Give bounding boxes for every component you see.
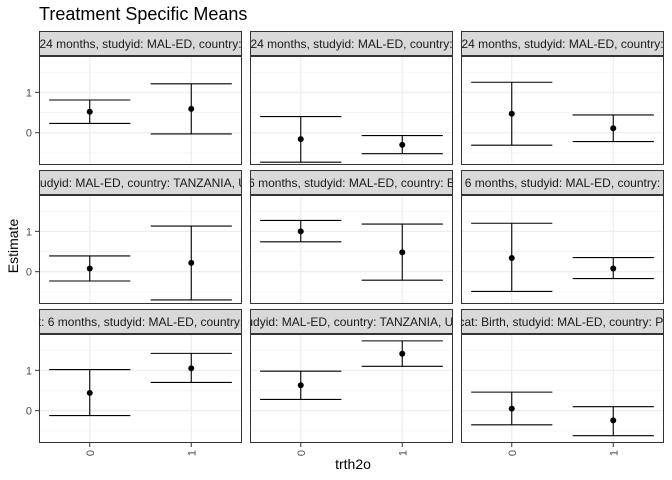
estimate-point: [508, 405, 515, 412]
error-bar: [361, 223, 443, 281]
chart-title: Treatment Specific Means: [39, 4, 247, 24]
x-tick-label: 0: [507, 450, 519, 456]
facet-strip: [39, 309, 242, 334]
y-axis-title: Estimate: [5, 219, 21, 274]
panel-border: [461, 56, 664, 165]
error-bar: [260, 370, 342, 400]
panel-border: [461, 334, 664, 443]
error-bar: [361, 134, 443, 155]
y-tick-label: 1: [26, 87, 32, 99]
facet-panel-6: 6 months, studyid: MAL-ED, country:: [461, 170, 664, 304]
error-bar: [260, 219, 342, 243]
panel-background: [39, 56, 242, 165]
error-bar: [150, 225, 232, 301]
facet-panel-5: 6 months, studyid: MAL-ED, country: E: [248, 170, 455, 304]
x-tick-label: 0: [85, 450, 97, 456]
panel-border: [39, 334, 242, 443]
facet-strip: [39, 170, 242, 195]
facet-strip-label: studyid: MAL-ED, country: TANZANIA, UI: [31, 176, 251, 190]
x-tick-label: 1: [186, 450, 198, 456]
error-bar: [361, 340, 443, 367]
panel-border: [461, 195, 664, 304]
facet-grid: 24 months, studyid: MAL-ED, country:0124…: [26, 31, 666, 456]
error-bar: [471, 81, 553, 146]
x-axis-title: trth2o: [335, 456, 371, 472]
facet-panel-1: 24 months, studyid: MAL-ED, country: 0 1: [26, 31, 242, 165]
facet-panel-9: cat: Birth, studyid: MAL-ED, country: PI…: [458, 309, 666, 456]
estimate-point: [610, 125, 617, 132]
estimate-point: [86, 108, 93, 115]
facet-strip-label: t: 6 months, studyid: MAL-ED, country:: [38, 315, 243, 329]
panel-border: [250, 334, 453, 443]
error-bar: [471, 222, 553, 293]
facet-strip-label: 24 months, studyid: MAL-ED, country:: [39, 37, 241, 51]
facet-panel-8: udyid: MAL-ED, country: TANZANIA, UI 0 1: [246, 309, 456, 456]
facet-strip-label: 6 months, studyid: MAL-ED, country: E: [248, 176, 455, 190]
facet-strip-label: udyid: MAL-ED, country: TANZANIA, UI: [246, 315, 456, 329]
facet-panel-3: 24 months, studyid: MAL-ED, country:: [461, 31, 664, 165]
error-bar: [260, 116, 342, 163]
estimate-point: [399, 249, 406, 256]
panel-border: [39, 195, 242, 304]
x-tick-label: 1: [397, 450, 409, 456]
estimate-point: [399, 350, 406, 357]
panel-background: [250, 195, 453, 304]
facet-strip: [250, 31, 453, 56]
facet-panel-4: studyid: MAL-ED, country: TANZANIA, UI 0 1: [26, 170, 251, 304]
facet-strip: [250, 170, 453, 195]
panel-background: [250, 56, 453, 165]
error-bar: [572, 406, 654, 437]
y-tick-label: 0: [26, 267, 32, 279]
facet-strip: [39, 31, 242, 56]
estimate-point: [399, 141, 406, 148]
estimate-point: [610, 265, 617, 272]
y-tick-label: 1: [26, 226, 32, 238]
facet-strip: [461, 309, 664, 334]
panel-background: [39, 334, 242, 443]
estimate-point: [188, 365, 195, 372]
estimate-point: [188, 105, 195, 112]
facet-panel-7: t: 6 months, studyid: MAL-ED, country: 0 1…: [26, 309, 243, 456]
panel-background: [461, 56, 664, 165]
error-bar: [150, 83, 232, 135]
panel-background: [461, 195, 664, 304]
panel-border: [250, 56, 453, 165]
error-bar: [49, 368, 131, 417]
estimate-point: [508, 110, 515, 117]
y-tick-label: 1: [26, 365, 32, 377]
estimate-point: [86, 265, 93, 272]
y-tick-label: 0: [26, 406, 32, 418]
error-bar: [572, 257, 654, 280]
panel-border: [39, 56, 242, 165]
error-bar: [49, 99, 131, 124]
facet-strip: [461, 31, 664, 56]
facet-strip-label: 24 months, studyid: MAL-ED, country:: [250, 37, 452, 51]
error-bar: [572, 114, 654, 143]
estimate-point: [508, 254, 515, 261]
panel-border: [250, 195, 453, 304]
estimate-point: [86, 389, 93, 396]
panel-background: [39, 195, 242, 304]
facet-strip-label: 24 months, studyid: MAL-ED, country:: [461, 37, 663, 51]
facet-strip-label: 6 months, studyid: MAL-ED, country:: [465, 176, 660, 190]
x-tick-label: 1: [608, 450, 620, 456]
estimate-point: [297, 136, 304, 143]
error-bar: [150, 352, 232, 383]
facet-panel-2: 24 months, studyid: MAL-ED, country:: [250, 31, 453, 165]
estimate-point: [610, 417, 617, 424]
error-bar: [471, 391, 553, 426]
estimate-point: [297, 228, 304, 235]
estimate-point: [188, 259, 195, 266]
error-bar: [49, 255, 131, 282]
y-tick-label: 0: [26, 128, 32, 140]
x-tick-label: 0: [296, 450, 308, 456]
estimate-point: [297, 382, 304, 389]
facet-strip-label: cat: Birth, studyid: MAL-ED, country: PI: [458, 315, 666, 329]
panel-background: [250, 334, 453, 443]
facet-strip: [250, 309, 453, 334]
facet-strip: [461, 170, 664, 195]
